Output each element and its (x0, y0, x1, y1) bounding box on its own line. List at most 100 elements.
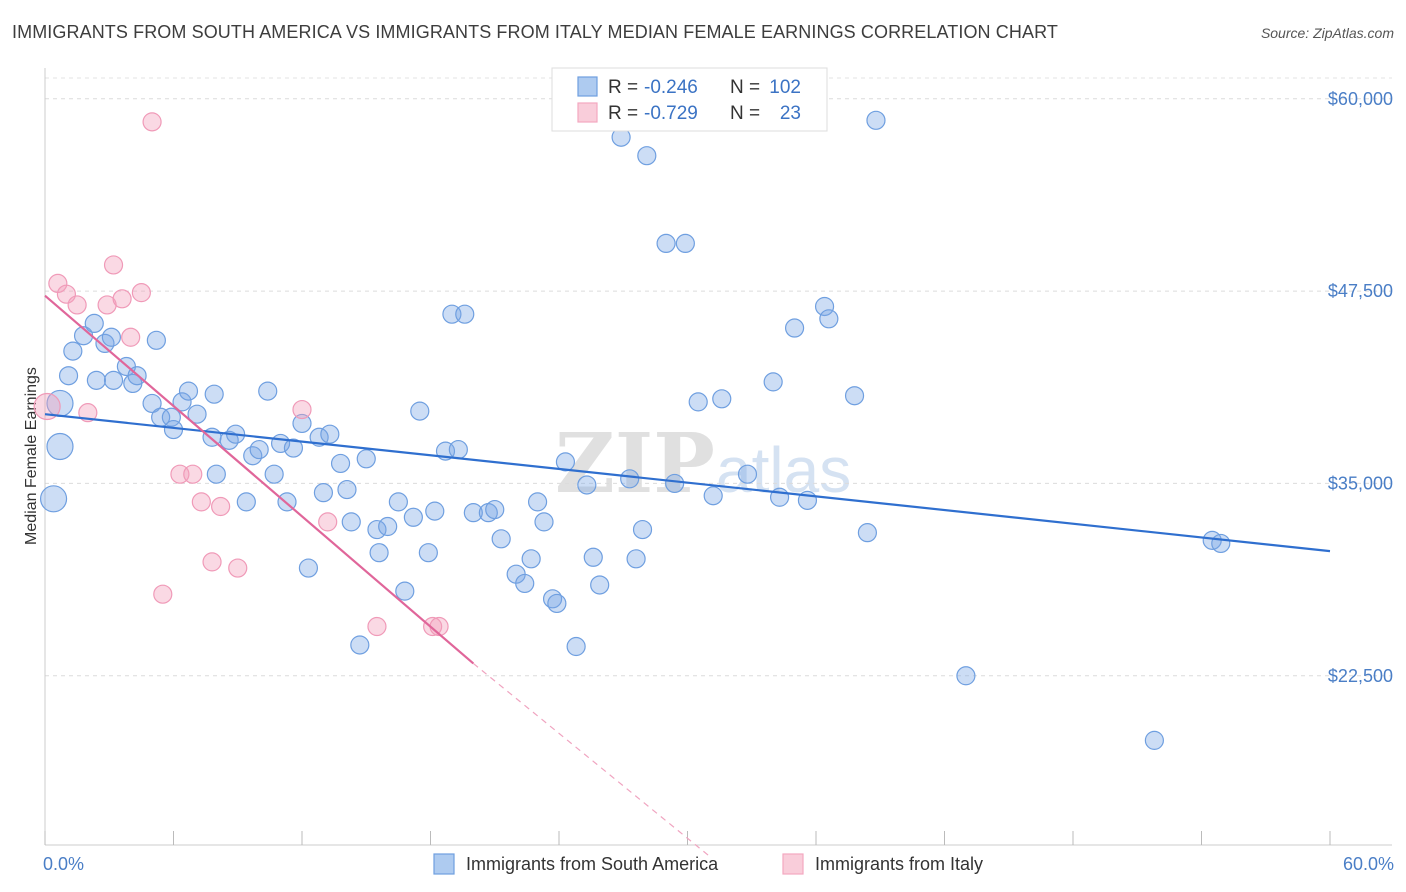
point-south-america-17 (161, 407, 181, 427)
point-south-america-93 (857, 523, 878, 543)
point-italy-17 (228, 558, 248, 578)
watermark-zip: ZIP (555, 416, 715, 512)
point-south-america-45 (367, 519, 387, 540)
point-south-america-56 (448, 439, 468, 460)
bottom-legend-swatch-south-america (433, 853, 455, 875)
legend-n-label-0: N = (730, 77, 760, 98)
legend-swatch-south-america (577, 76, 598, 97)
point-south-america-85 (737, 464, 758, 484)
point-south-america-39 (320, 424, 340, 444)
point-south-america-65 (527, 492, 548, 512)
point-south-america-20 (178, 381, 199, 401)
legend-swatch-italy (577, 102, 598, 123)
point-south-america-27 (236, 492, 256, 512)
point-south-america-75 (620, 469, 640, 489)
point-italy-11 (153, 584, 173, 604)
point-south-america-19 (172, 392, 192, 412)
x-tick-label-min: 0.0% (43, 854, 84, 874)
point-south-america-88 (784, 318, 805, 338)
point-south-america-34 (283, 438, 304, 458)
point-south-america-95 (956, 666, 976, 686)
point-south-america-53 (425, 501, 445, 521)
point-south-america-68 (547, 593, 567, 614)
point-italy-18 (292, 399, 312, 420)
legend-r-label-0: R = (608, 77, 638, 98)
watermark: ZIP atlas (555, 416, 851, 512)
point-south-america-24 (204, 384, 224, 404)
point-italy-13 (183, 464, 203, 484)
point-south-america-76 (626, 549, 646, 569)
point-south-america-10 (103, 370, 124, 390)
point-south-america-3 (58, 366, 79, 386)
y-axis-title: Median Female Earnings (23, 367, 40, 545)
legend-bottom: Immigrants from South America Immigrants… (433, 853, 983, 875)
legend-n-value-0: 102 (769, 77, 801, 98)
point-italy-15 (202, 552, 222, 572)
point-south-america-90 (814, 296, 835, 317)
point-south-america-41 (337, 479, 357, 500)
point-south-america-78 (637, 146, 657, 166)
x-ticks: 0.0% 60.0% (43, 831, 1394, 874)
bottom-legend-label-south-america: Immigrants from South America (466, 854, 719, 874)
point-south-america-44 (356, 449, 376, 469)
point-south-america-1 (46, 432, 74, 461)
point-south-america-43 (350, 635, 370, 655)
point-south-america-49 (395, 581, 415, 601)
source-note: Source: ZipAtlas.com (1260, 25, 1394, 41)
point-south-america-82 (688, 392, 708, 412)
point-south-america-60 (485, 499, 505, 520)
point-south-america-73 (590, 575, 610, 595)
legend-n-value-1: 23 (780, 103, 801, 124)
point-italy-3 (67, 295, 87, 315)
point-south-america-29 (249, 439, 269, 460)
trend-line-italy-extrapolated (472, 662, 710, 857)
point-south-america-70 (566, 636, 586, 657)
trend-line-south-america (44, 413, 1331, 553)
series-south-america (39, 110, 1231, 750)
legend-r-value-1: -0.729 (644, 103, 698, 124)
y-tick-label-3: $60,000 (1328, 89, 1393, 109)
point-italy-9 (131, 283, 151, 303)
point-south-america-64 (521, 549, 541, 569)
point-south-america-81 (675, 233, 695, 254)
legend-n-label-1: N = (730, 103, 760, 124)
point-south-america-46 (369, 543, 389, 563)
point-south-america-77 (632, 519, 653, 540)
point-south-america-50 (403, 507, 423, 527)
point-italy-4 (78, 403, 98, 423)
point-south-america-38 (313, 483, 334, 503)
point-south-america-2 (39, 485, 68, 513)
point-south-america-58 (463, 503, 483, 523)
y-tick-label-2: $47,500 (1328, 281, 1393, 301)
point-italy-0 (33, 392, 61, 421)
point-south-america-30 (258, 381, 278, 401)
point-south-america-83 (703, 486, 723, 506)
chart-title: IMMIGRANTS FROM SOUTH AMERICA VS IMMIGRA… (12, 22, 1058, 42)
point-south-america-48 (388, 492, 408, 512)
point-south-america-42 (341, 512, 361, 532)
point-south-america-92 (844, 386, 865, 406)
legend-r-label-1: R = (608, 103, 638, 124)
point-south-america-40 (330, 453, 351, 474)
point-south-america-79 (656, 233, 676, 254)
point-south-america-61 (491, 529, 511, 549)
point-south-america-72 (583, 547, 603, 567)
series-italy (33, 112, 449, 637)
point-italy-7 (112, 289, 132, 309)
point-italy-10 (142, 112, 162, 132)
point-south-america-84 (712, 389, 732, 409)
point-south-america-98 (1211, 533, 1231, 554)
point-south-america-36 (298, 558, 319, 578)
point-south-america-4 (63, 341, 83, 361)
point-south-america-96 (1144, 730, 1164, 750)
bottom-legend-swatch-italy (782, 853, 804, 875)
point-south-america-7 (86, 370, 107, 390)
legend-r-value-0: -0.246 (644, 77, 698, 98)
y-tick-label-1: $35,000 (1328, 473, 1393, 493)
point-south-america-37 (309, 427, 329, 447)
point-south-america-71 (577, 475, 597, 495)
axes (44, 68, 1392, 846)
point-south-america-94 (866, 110, 886, 130)
point-italy-14 (191, 492, 211, 512)
